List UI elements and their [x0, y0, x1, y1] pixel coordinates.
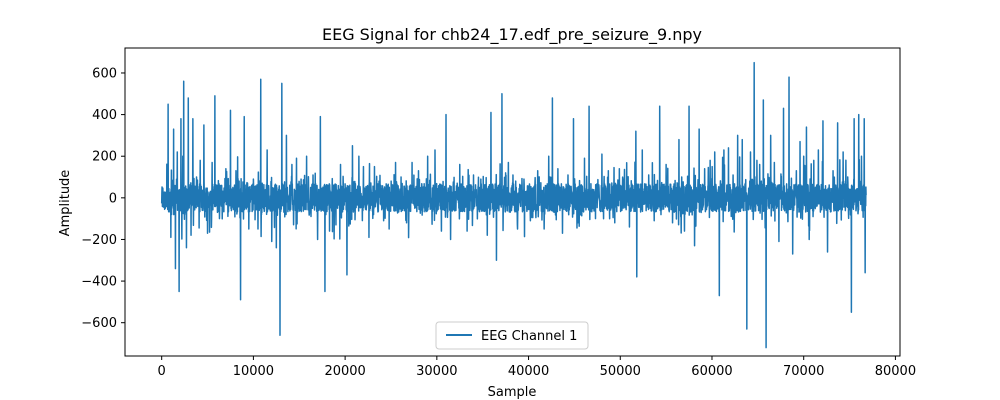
x-tick-label: 0 [158, 364, 166, 379]
x-tick-label: 80000 [875, 364, 916, 379]
y-tick-label: −200 [81, 233, 117, 248]
plot-area-frame [124, 47, 901, 357]
y-axis-title: Amplitude [58, 170, 73, 237]
y-tick-label: −600 [81, 316, 117, 331]
y-tick-label: 0 [109, 191, 117, 206]
series-line-eeg-channel-1 [160, 61, 867, 349]
x-axis-title: Sample [488, 385, 537, 400]
x-tick-label: 70000 [783, 364, 824, 379]
x-tick-label: 30000 [416, 364, 457, 379]
legend-box [435, 321, 589, 350]
y-tick-label: 400 [92, 108, 117, 123]
legend-label-eeg-channel-1: EEG Channel 1 [481, 329, 577, 344]
y-tick-label: 200 [92, 150, 117, 165]
x-tick-label: 20000 [324, 364, 365, 379]
x-axis-ticks: 0 10000 20000 30000 40000 50000 60000 70000 8000… [158, 356, 916, 379]
y-tick-label: −400 [81, 275, 117, 290]
series-layer [160, 61, 867, 349]
legend: EEG Channel 1 [435, 321, 589, 350]
y-axis-ticks: −600 −400 −200 0 200 400 600 [81, 66, 125, 331]
y-tick-label: 600 [92, 66, 117, 81]
x-tick-label: 50000 [600, 364, 641, 379]
x-tick-label: 60000 [691, 364, 732, 379]
x-tick-label: 40000 [508, 364, 549, 379]
chart-title: EEG Signal for chb24_17.edf_pre_seizure_… [322, 25, 702, 45]
x-tick-label: 10000 [233, 364, 274, 379]
